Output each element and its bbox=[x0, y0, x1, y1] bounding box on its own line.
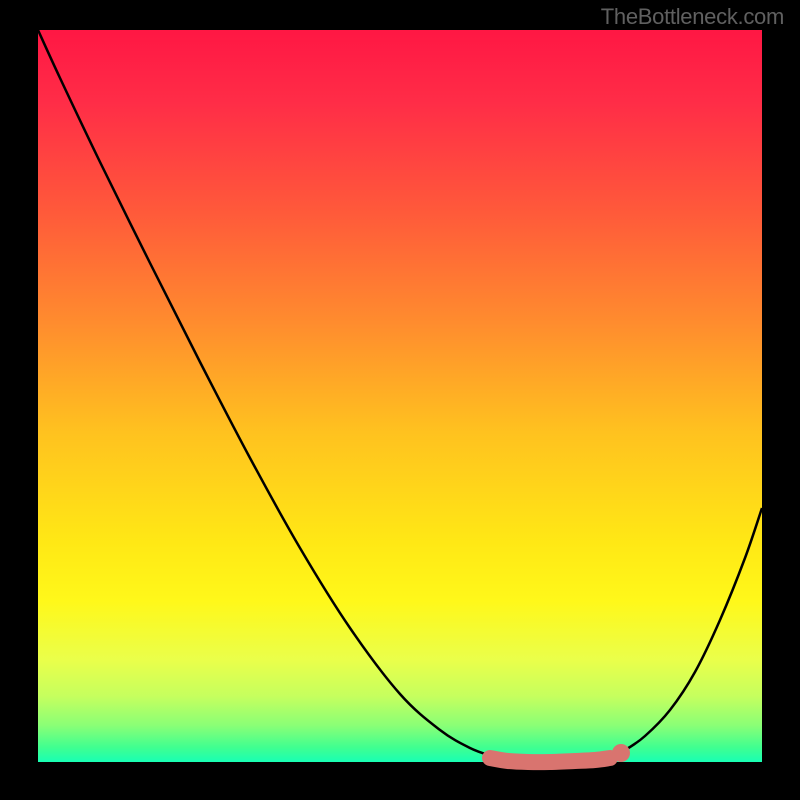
watermark-text: TheBottleneck.com bbox=[601, 4, 784, 30]
optimal-end-marker bbox=[612, 744, 630, 762]
chart-canvas bbox=[0, 0, 800, 800]
plot-background bbox=[38, 30, 762, 762]
optimal-range-highlight bbox=[490, 758, 610, 762]
